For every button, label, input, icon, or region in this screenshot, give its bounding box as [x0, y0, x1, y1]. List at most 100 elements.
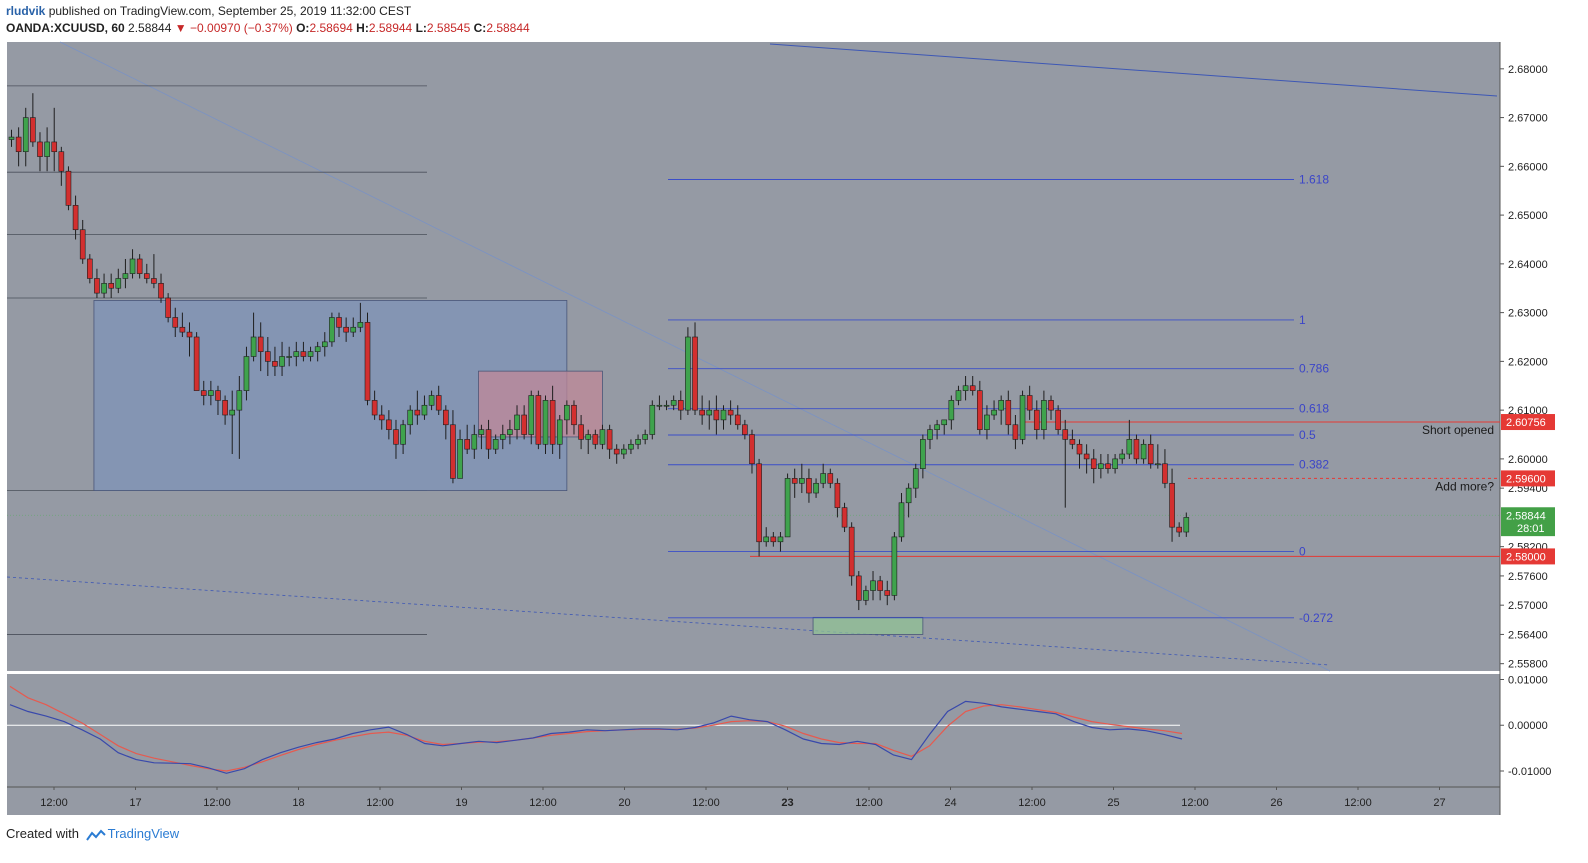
candle [8, 129, 15, 147]
candle [827, 468, 834, 489]
time-tick-label: 12:00 [1018, 797, 1046, 809]
candle [934, 419, 940, 440]
candle-body [428, 395, 435, 406]
candle-body [321, 341, 328, 348]
candle-body [1033, 409, 1040, 430]
candle-body [272, 361, 278, 367]
fib-level-label: 0 [1299, 545, 1306, 559]
price-axis-badge [1501, 414, 1555, 431]
candle-body [108, 283, 114, 289]
candle [143, 263, 150, 284]
time-tick-label: 12:00 [40, 797, 68, 809]
candle [955, 385, 962, 406]
candle [414, 390, 421, 425]
candle-body [250, 336, 257, 357]
candle-body [941, 419, 948, 426]
price-tick-label: 2.57000 [1508, 600, 1548, 612]
candle [79, 219, 86, 264]
candle [578, 415, 584, 450]
candle [535, 390, 542, 450]
candle [749, 429, 755, 474]
candle-body [1176, 526, 1182, 533]
time-axis-pane [7, 787, 1500, 815]
candle [905, 483, 912, 518]
candle-body [663, 404, 670, 407]
candle [343, 317, 349, 342]
candle-body [734, 414, 741, 426]
candle-body [1005, 400, 1012, 426]
candle-body [898, 502, 905, 538]
candle-body [635, 439, 641, 445]
candle-body [749, 434, 755, 465]
candle [1119, 449, 1126, 464]
candle-body [863, 590, 869, 601]
candle-body [236, 390, 243, 411]
candle-body [642, 434, 648, 440]
candle-body [79, 229, 86, 260]
candle [1069, 429, 1076, 450]
candle [941, 419, 948, 435]
price-tick-label: 2.55800 [1508, 659, 1548, 671]
time-tick-label: 12:00 [203, 797, 231, 809]
candle-body [158, 283, 164, 299]
fib-level-label: 0.786 [1299, 362, 1329, 376]
candle [222, 395, 228, 425]
tradingview-brand[interactable]: TradingView [107, 826, 180, 841]
time-tick-label: 12:00 [1181, 797, 1209, 809]
author-name[interactable]: rludvik [6, 4, 46, 18]
candle-body [699, 409, 705, 416]
candle-body [1090, 458, 1097, 469]
candle [927, 424, 933, 450]
candle [834, 478, 841, 518]
candle-body [685, 336, 691, 411]
candle [450, 410, 456, 484]
candle [848, 522, 855, 586]
candle-body [1041, 400, 1047, 430]
candle-body [421, 404, 428, 416]
candle [378, 405, 385, 430]
candle-body [1076, 443, 1083, 455]
candle-body [407, 409, 414, 426]
candle [884, 580, 891, 606]
candle-body [1062, 429, 1069, 440]
candle [293, 341, 300, 367]
candle-body [307, 351, 314, 357]
price-note: Short opened [1422, 423, 1494, 437]
candle [129, 249, 136, 279]
price-axis-badge [1501, 470, 1555, 487]
candle-body [649, 404, 656, 435]
candle [321, 332, 328, 357]
candle-body [200, 390, 207, 396]
down-arrow-icon: ▼ [174, 21, 187, 35]
candle-body [1155, 463, 1161, 466]
candle [44, 127, 50, 172]
candle [243, 346, 250, 401]
candle [1183, 512, 1190, 537]
candle-body [1140, 443, 1147, 460]
candle-body [115, 278, 122, 289]
close-label: C: [473, 21, 487, 35]
candle [279, 341, 285, 377]
candle-body [279, 356, 285, 367]
candle-body [1183, 517, 1190, 533]
trendline-dashed [6, 576, 1331, 666]
candle [165, 293, 171, 323]
last-price: 2.58844 [128, 21, 172, 35]
candle-body [542, 400, 549, 445]
high-value: 2.58944 [368, 21, 413, 35]
candle-body [1112, 458, 1118, 469]
candle [855, 571, 862, 611]
candle [1155, 444, 1161, 469]
price-axis-badge [1501, 507, 1555, 524]
candle [1147, 434, 1154, 469]
open-value: 2.58694 [309, 21, 353, 35]
candle [1090, 449, 1097, 484]
price-tick-label: 2.65000 [1508, 210, 1548, 222]
candle [122, 258, 129, 289]
candle [699, 395, 705, 425]
candle-body [329, 317, 335, 343]
candle-body [549, 400, 556, 445]
candle-body [136, 258, 143, 274]
candle-body [72, 205, 79, 231]
